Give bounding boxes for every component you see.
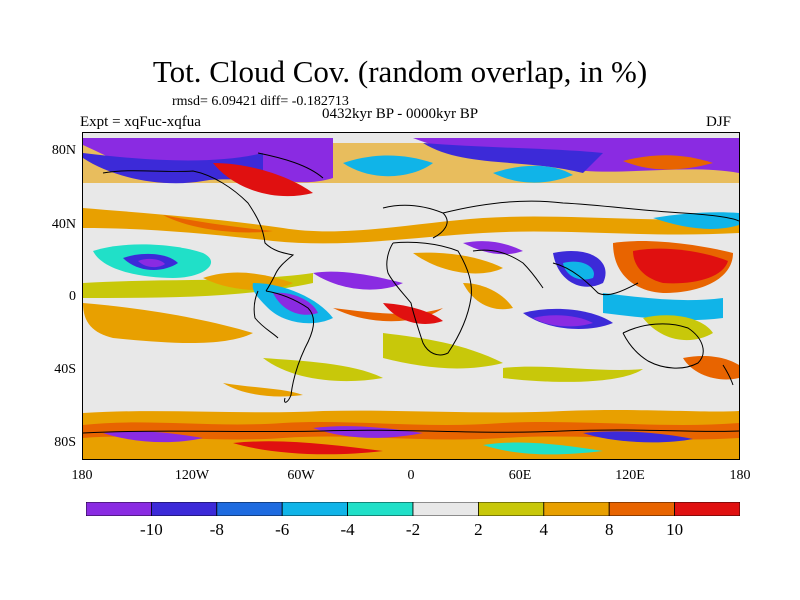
lon-tick-120e: 120E <box>615 468 645 483</box>
field-patch <box>423 143 603 173</box>
colorbar-label: 4 <box>539 520 549 539</box>
south-america-west-coast <box>253 290 279 339</box>
lat-tick-0: 0 <box>69 289 76 304</box>
field-patch <box>233 441 383 455</box>
lat-tick-40s: 40S <box>54 362 76 377</box>
field-patch <box>493 165 573 183</box>
field-patch <box>683 355 739 380</box>
rmsd-diff-stats: rmsd= 6.09421 diff= -0.182713 <box>172 94 349 109</box>
new-zealand-coast <box>722 364 734 386</box>
colorbar-swatch <box>347 502 414 516</box>
cloud-cover-difference-map <box>82 132 740 460</box>
lon-tick-60e: 60E <box>508 468 532 483</box>
field-patch <box>83 303 253 343</box>
field-patch <box>383 333 503 369</box>
field-patch <box>213 163 313 197</box>
field-patch <box>503 366 643 382</box>
field-patch <box>633 248 728 284</box>
colorbar-swatch <box>543 502 610 516</box>
southeast-asia-coast <box>552 262 639 296</box>
lat-tick-40n: 40N <box>51 217 76 232</box>
colorbar-label: -2 <box>405 520 421 539</box>
experiment-label: Expt = xqFuc-xqfua <box>80 114 201 130</box>
north-america-coast <box>102 170 295 292</box>
colorbar-label: -8 <box>209 520 224 539</box>
colorbar-label: 2 <box>474 520 483 539</box>
lon-tick-180-west: 180 <box>71 468 93 483</box>
colorbar-swatch <box>151 502 218 516</box>
australia-coast <box>622 323 704 369</box>
lon-tick-0: 0 <box>407 468 415 483</box>
lon-tick-120w: 120W <box>174 468 210 483</box>
colorbar-swatch <box>412 502 479 516</box>
season-label: DJF <box>706 114 732 130</box>
colorbar-swatch <box>608 502 676 516</box>
lon-tick-60w: 60W <box>287 468 315 483</box>
africa-coast <box>386 241 472 356</box>
map-field-svg <box>83 133 739 459</box>
lat-tick-80n: 80N <box>51 143 76 158</box>
field-patch <box>163 215 273 233</box>
field-patch <box>383 303 443 324</box>
coastlines <box>83 152 739 434</box>
field-patch <box>263 358 383 382</box>
field-patch <box>483 442 603 455</box>
arabia-india-coast <box>472 249 544 289</box>
colorbar-label: 10 <box>666 520 684 539</box>
time-period-label: 0432kyr BP - 0000kyr BP <box>322 106 479 122</box>
colorbar-swatch <box>674 502 740 516</box>
field-patch <box>623 155 713 170</box>
field-patch <box>413 252 503 274</box>
field-patch <box>563 261 594 280</box>
colorbar-swatch <box>216 502 283 516</box>
field-patch <box>603 293 723 321</box>
field-patch <box>583 431 693 443</box>
field-patch <box>463 241 523 255</box>
field-patch <box>533 315 593 327</box>
colorbar-swatch <box>477 502 545 516</box>
field-patch <box>83 208 739 244</box>
lon-tick-180-east: 180 <box>729 468 751 483</box>
asia-north-coast <box>442 200 739 222</box>
antarctica-coast <box>83 429 739 434</box>
colorbar-svg <box>86 502 740 516</box>
colorbar-label: -10 <box>140 520 163 539</box>
field-patch <box>83 153 263 184</box>
colorbar-swatch <box>281 502 348 516</box>
colorbar-label: -6 <box>275 520 290 539</box>
field-patch <box>313 271 403 290</box>
colorbar-label: 8 <box>604 520 614 539</box>
south-america-coast <box>265 290 315 403</box>
field-patch <box>223 383 303 397</box>
colorbar <box>86 502 740 516</box>
field-patch <box>273 292 318 315</box>
greenland-coast <box>257 152 324 179</box>
field-patch <box>343 155 433 177</box>
field-patch <box>463 283 513 310</box>
map-title: Tot. Cloud Cov. (random overlap, in %) <box>152 54 648 89</box>
field-patch <box>313 426 423 438</box>
lat-tick-80s: 80S <box>54 435 76 450</box>
field-patch <box>103 431 203 443</box>
field-patch <box>138 258 165 268</box>
colorbar-swatch <box>86 502 152 516</box>
colorbar-label: -4 <box>340 520 355 539</box>
